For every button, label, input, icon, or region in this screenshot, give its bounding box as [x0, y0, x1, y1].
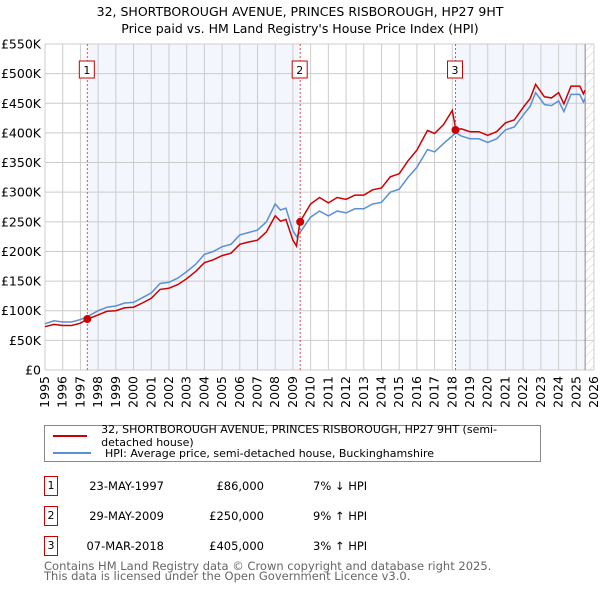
sale-marker-box — [291, 60, 308, 79]
sale-point — [451, 125, 460, 134]
y-tick-label: £450K — [1, 96, 42, 111]
future-hatch — [585, 44, 594, 370]
y-tick-label: £350K — [1, 155, 42, 170]
y-tick-label: £200K — [1, 244, 42, 259]
x-tick-label: 2013 — [356, 376, 371, 408]
x-tick-label: 2017 — [427, 376, 442, 408]
x-tick-label: 2010 — [303, 376, 318, 408]
x-tick-label: 1995 — [37, 376, 52, 408]
y-tick-label: £50K — [9, 333, 42, 348]
sale-marker-label: 1 — [83, 64, 90, 77]
transaction-hpi-diff: 9% ↑ HPI — [313, 509, 368, 523]
x-tick-label: 2003 — [179, 376, 194, 408]
x-tick-label: 2025 — [568, 376, 583, 408]
x-tick-label: 2004 — [196, 376, 211, 408]
transaction-marker: 1 — [44, 476, 58, 496]
y-tick-label: £0 — [25, 363, 41, 378]
legend-hpi-swatch — [53, 452, 91, 454]
legend-property-label: 32, SHORTBOROUGH AVENUE, PRINCES RISBORO… — [101, 423, 498, 449]
sale-marker-label: 2 — [296, 64, 303, 77]
x-tick-label: 2000 — [126, 376, 141, 408]
x-tick-label: 2002 — [161, 376, 176, 408]
transaction-price: £250,000 — [209, 509, 264, 523]
x-tick-label: 2020 — [480, 376, 495, 408]
x-tick-label: 2016 — [409, 376, 424, 408]
sale-marker-box — [78, 60, 95, 79]
hpi-line — [44, 91, 586, 325]
x-tick-label: 2018 — [444, 376, 459, 408]
chart-title: 32, SHORTBOROUGH AVENUE, PRINCES RISBORO… — [96, 4, 504, 19]
footer-copyright: Contains HM Land Registry data © Crown c… — [44, 559, 492, 573]
legend-property-swatch — [53, 435, 88, 437]
transaction-price: £86,000 — [216, 479, 264, 493]
sale-marker-label: 3 — [452, 64, 459, 77]
shade-region — [87, 44, 301, 370]
x-tick-label: 2008 — [267, 376, 282, 408]
x-tick-label: 2022 — [515, 376, 530, 408]
x-tick-label: 2026 — [586, 376, 600, 408]
x-tick-label: 2023 — [533, 376, 548, 408]
y-tick-label: £150K — [1, 274, 42, 289]
x-tick-label: 2005 — [214, 376, 229, 408]
transaction-hpi-diff: 3% ↑ HPI — [313, 539, 368, 553]
y-tick-label: £100K — [1, 303, 42, 318]
y-tick-label: £300K — [1, 185, 42, 200]
transaction-marker: 3 — [44, 536, 58, 556]
transaction-price: £405,000 — [209, 539, 264, 553]
y-tick-label: £550K — [1, 37, 42, 52]
x-tick-label: 2024 — [551, 376, 566, 408]
x-tick-label: 1996 — [55, 376, 70, 408]
transaction-date: 23-MAY-1997 — [89, 479, 164, 493]
y-tick-label: £500K — [1, 66, 42, 81]
x-tick-label: 1997 — [72, 376, 87, 408]
y-tick-label: £400K — [1, 125, 42, 140]
x-tick-label: 2021 — [497, 376, 512, 408]
transaction-date: 29-MAY-2009 — [89, 509, 164, 523]
x-tick-label: 2012 — [338, 376, 353, 408]
x-tick-label: 2011 — [320, 376, 335, 408]
legend-hpi-label: HPI: Average price, semi-detached house,… — [105, 446, 435, 460]
transaction-date: 07-MAR-2018 — [86, 539, 164, 553]
shade-region — [455, 44, 586, 370]
transaction-row: 3 07-MAR-2018 £405,000 3% ↑ HPI — [44, 536, 600, 559]
transaction-row: 1 23-MAY-1997 £86,000 7% ↓ HPI — [44, 476, 600, 499]
sale-point — [296, 217, 305, 226]
x-tick-label: 2001 — [143, 376, 158, 408]
x-tick-label: 2019 — [462, 376, 477, 408]
chart-subtitle: Price paid vs. HM Land Registry's House … — [121, 21, 479, 36]
chart-legend: 32, SHORTBOROUGH AVENUE, PRINCES RISBORO… — [44, 423, 541, 462]
x-tick-label: 2015 — [391, 376, 406, 408]
property-price-line — [44, 82, 586, 328]
y-tick-label: £250K — [1, 214, 42, 229]
x-tick-label: 2014 — [373, 376, 388, 408]
footer-licence: This data is licensed under the Open Gov… — [44, 569, 411, 583]
transaction-row: 2 29-MAY-2009 £250,000 9% ↑ HPI — [44, 506, 600, 529]
x-tick-label: 2006 — [232, 376, 247, 408]
transaction-hpi-diff: 7% ↓ HPI — [313, 479, 368, 493]
x-tick-label: 2009 — [285, 376, 300, 408]
sale-marker-box — [447, 60, 464, 79]
sale-point — [83, 315, 92, 324]
x-tick-label: 1999 — [108, 376, 123, 408]
x-tick-label: 1998 — [90, 376, 105, 408]
x-tick-label: 2007 — [250, 376, 265, 408]
transaction-marker: 2 — [44, 506, 58, 526]
